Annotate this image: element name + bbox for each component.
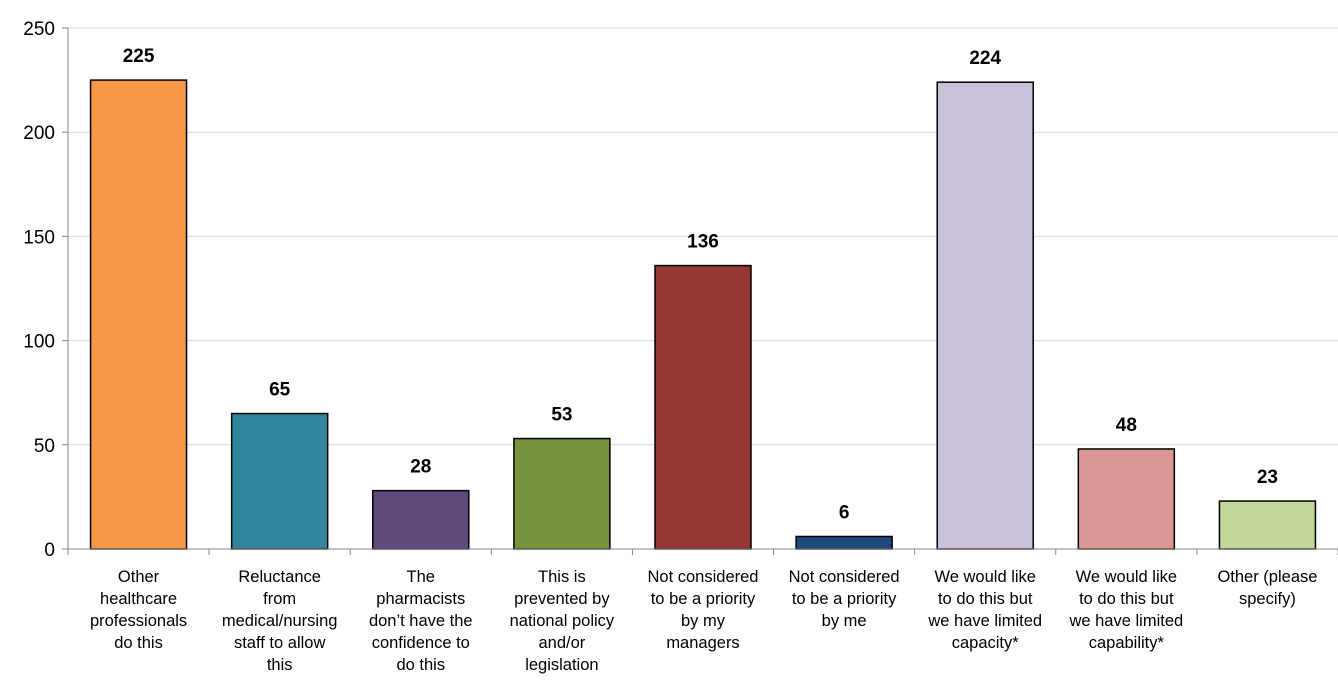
data-label: 23 — [1257, 467, 1278, 488]
x-category-label: This is prevented by national policy and/or… — [510, 568, 615, 674]
y-tick-label: 200 — [23, 123, 55, 144]
category-label-line: do this — [114, 634, 163, 652]
category-label-line: professionals — [90, 612, 187, 630]
category-label-line: confidence to — [372, 634, 470, 652]
bar — [795, 535, 893, 550]
category-label-line: Reluctance — [238, 568, 321, 586]
data-label: 136 — [687, 232, 719, 253]
category-label-line: Other — [118, 568, 160, 586]
category-label-line: to be a priority — [792, 590, 897, 608]
y-tick-label: 50 — [34, 436, 55, 457]
category-label-line: to do this but — [938, 590, 1033, 608]
category-label-line: this — [267, 656, 293, 674]
bar — [654, 264, 752, 550]
bar — [372, 489, 470, 550]
category-label-line: capacity* — [952, 634, 1020, 652]
bar — [936, 81, 1034, 550]
x-category-label: Not considered to be a priority by me — [789, 568, 900, 630]
category-label-line: by my — [681, 612, 726, 630]
x-category-label: Other healthcare professionals do this — [90, 568, 187, 652]
data-label: 225 — [123, 46, 155, 67]
data-label: 224 — [969, 48, 1001, 69]
bar — [513, 437, 611, 550]
data-label: 6 — [839, 502, 850, 523]
data-label: 48 — [1116, 415, 1137, 436]
category-label-line: legislation — [525, 656, 598, 674]
x-axis-category-labels: Other healthcare professionals do this Reluc… — [90, 568, 1317, 674]
category-label-line: healthcare — [100, 590, 177, 608]
category-label-line: We would like — [1076, 568, 1178, 586]
category-label-line: We would like — [934, 568, 1036, 586]
data-label: 28 — [410, 457, 431, 478]
gridlines — [68, 27, 1338, 446]
y-tick-label: 100 — [23, 332, 55, 353]
bar — [230, 412, 329, 550]
category-label-line: The — [407, 568, 435, 586]
category-label-line: pharmacists — [376, 590, 465, 608]
y-tick-label: 250 — [23, 19, 55, 40]
category-label-line: and/or — [538, 634, 585, 652]
data-labels: 225 65 28 53 136 6 224 48 23 — [123, 46, 1278, 523]
x-category-label: We would like to do this but we have limit… — [1068, 568, 1183, 652]
x-category-label: We would like to do this but we have limit… — [927, 568, 1042, 652]
x-category-label: Reluctance from medical/nursing staff to al… — [222, 568, 338, 674]
y-tick-label: 0 — [44, 540, 55, 561]
category-label-line: to do this but — [1079, 590, 1174, 608]
category-label-line: we have limited — [927, 612, 1042, 630]
category-label-line: managers — [666, 634, 739, 652]
category-label-line: capability* — [1089, 634, 1165, 652]
category-label-line: prevented by — [514, 590, 610, 608]
category-label-line: Other (please — [1217, 568, 1317, 586]
y-tick-label: 150 — [23, 227, 55, 248]
category-label-line: we have limited — [1068, 612, 1183, 630]
category-label-line: Not considered — [789, 568, 900, 586]
x-category-label: The pharmacists don’t have the confidence t… — [369, 568, 473, 674]
category-label-line: from — [263, 590, 296, 608]
axes — [62, 27, 1338, 555]
bar — [89, 79, 188, 550]
y-axis-tick-labels: 0 50 100 150 200 250 — [23, 19, 55, 561]
category-label-line: do this — [396, 656, 445, 674]
category-label-line: staff to allow — [234, 634, 325, 652]
category-label-line: by me — [822, 612, 867, 630]
data-label: 65 — [269, 380, 291, 401]
category-label-line: to be a priority — [651, 590, 756, 608]
bars — [89, 79, 1317, 550]
category-label-line: medical/nursing — [222, 612, 338, 630]
x-category-label: Other (please specify) — [1217, 568, 1317, 608]
category-label-line: Not considered — [648, 568, 759, 586]
category-label-line: national policy — [510, 612, 615, 630]
category-label-line: don’t have the — [369, 612, 473, 630]
x-category-label: Not considered to be a priority by my manag… — [648, 568, 759, 652]
data-label: 53 — [551, 405, 572, 426]
bar — [1077, 448, 1176, 550]
category-label-line: This is — [538, 568, 586, 586]
bar — [1218, 500, 1317, 550]
category-label-line: specify) — [1239, 590, 1296, 608]
